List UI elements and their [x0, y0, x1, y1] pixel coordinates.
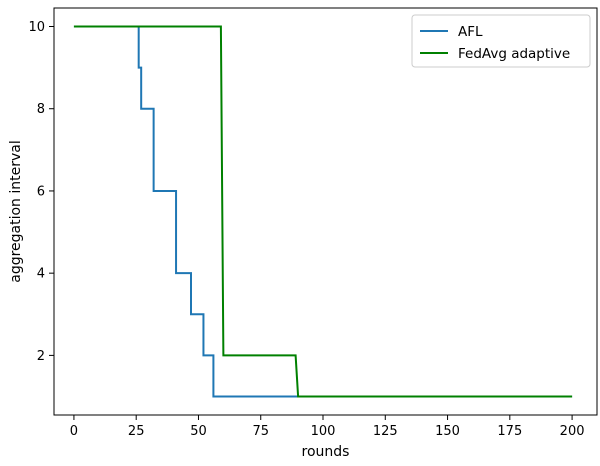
legend: AFL FedAvg adaptive — [411, 14, 591, 68]
y-tick-label: 6 — [37, 184, 45, 199]
legend-box — [411, 14, 591, 68]
series-line-1 — [73, 25, 573, 398]
x-tick-label: 175 — [497, 424, 522, 439]
y-axis-ticks: 2 4 6 8 10 — [28, 20, 54, 364]
x-tick-label: 100 — [311, 424, 336, 439]
y-tick-label: 2 — [37, 349, 45, 364]
x-tick-label: 50 — [190, 424, 207, 439]
plot-frame — [53, 7, 598, 416]
x-tick-label: 0 — [70, 424, 78, 439]
y-axis-label: aggregation interval — [8, 140, 24, 283]
y-tick-label: 4 — [37, 267, 45, 282]
y-tick-label: 8 — [37, 102, 45, 117]
x-tick-label: 25 — [128, 424, 145, 439]
x-tick-label: 200 — [560, 424, 585, 439]
legend-label-1: FedAvg adaptive — [458, 46, 570, 62]
x-tick-label: 125 — [373, 424, 398, 439]
x-tick-label: 75 — [252, 424, 269, 439]
x-axis-ticks: 0 25 50 75 100 125 150 175 200 — [70, 415, 585, 439]
x-axis-label: rounds — [302, 444, 350, 460]
y-tick-label: 10 — [28, 20, 45, 35]
x-tick-label: 150 — [435, 424, 460, 439]
legend-label-0: AFL — [458, 24, 483, 40]
series-line-0 — [73, 25, 573, 398]
plot-lines — [73, 25, 573, 398]
